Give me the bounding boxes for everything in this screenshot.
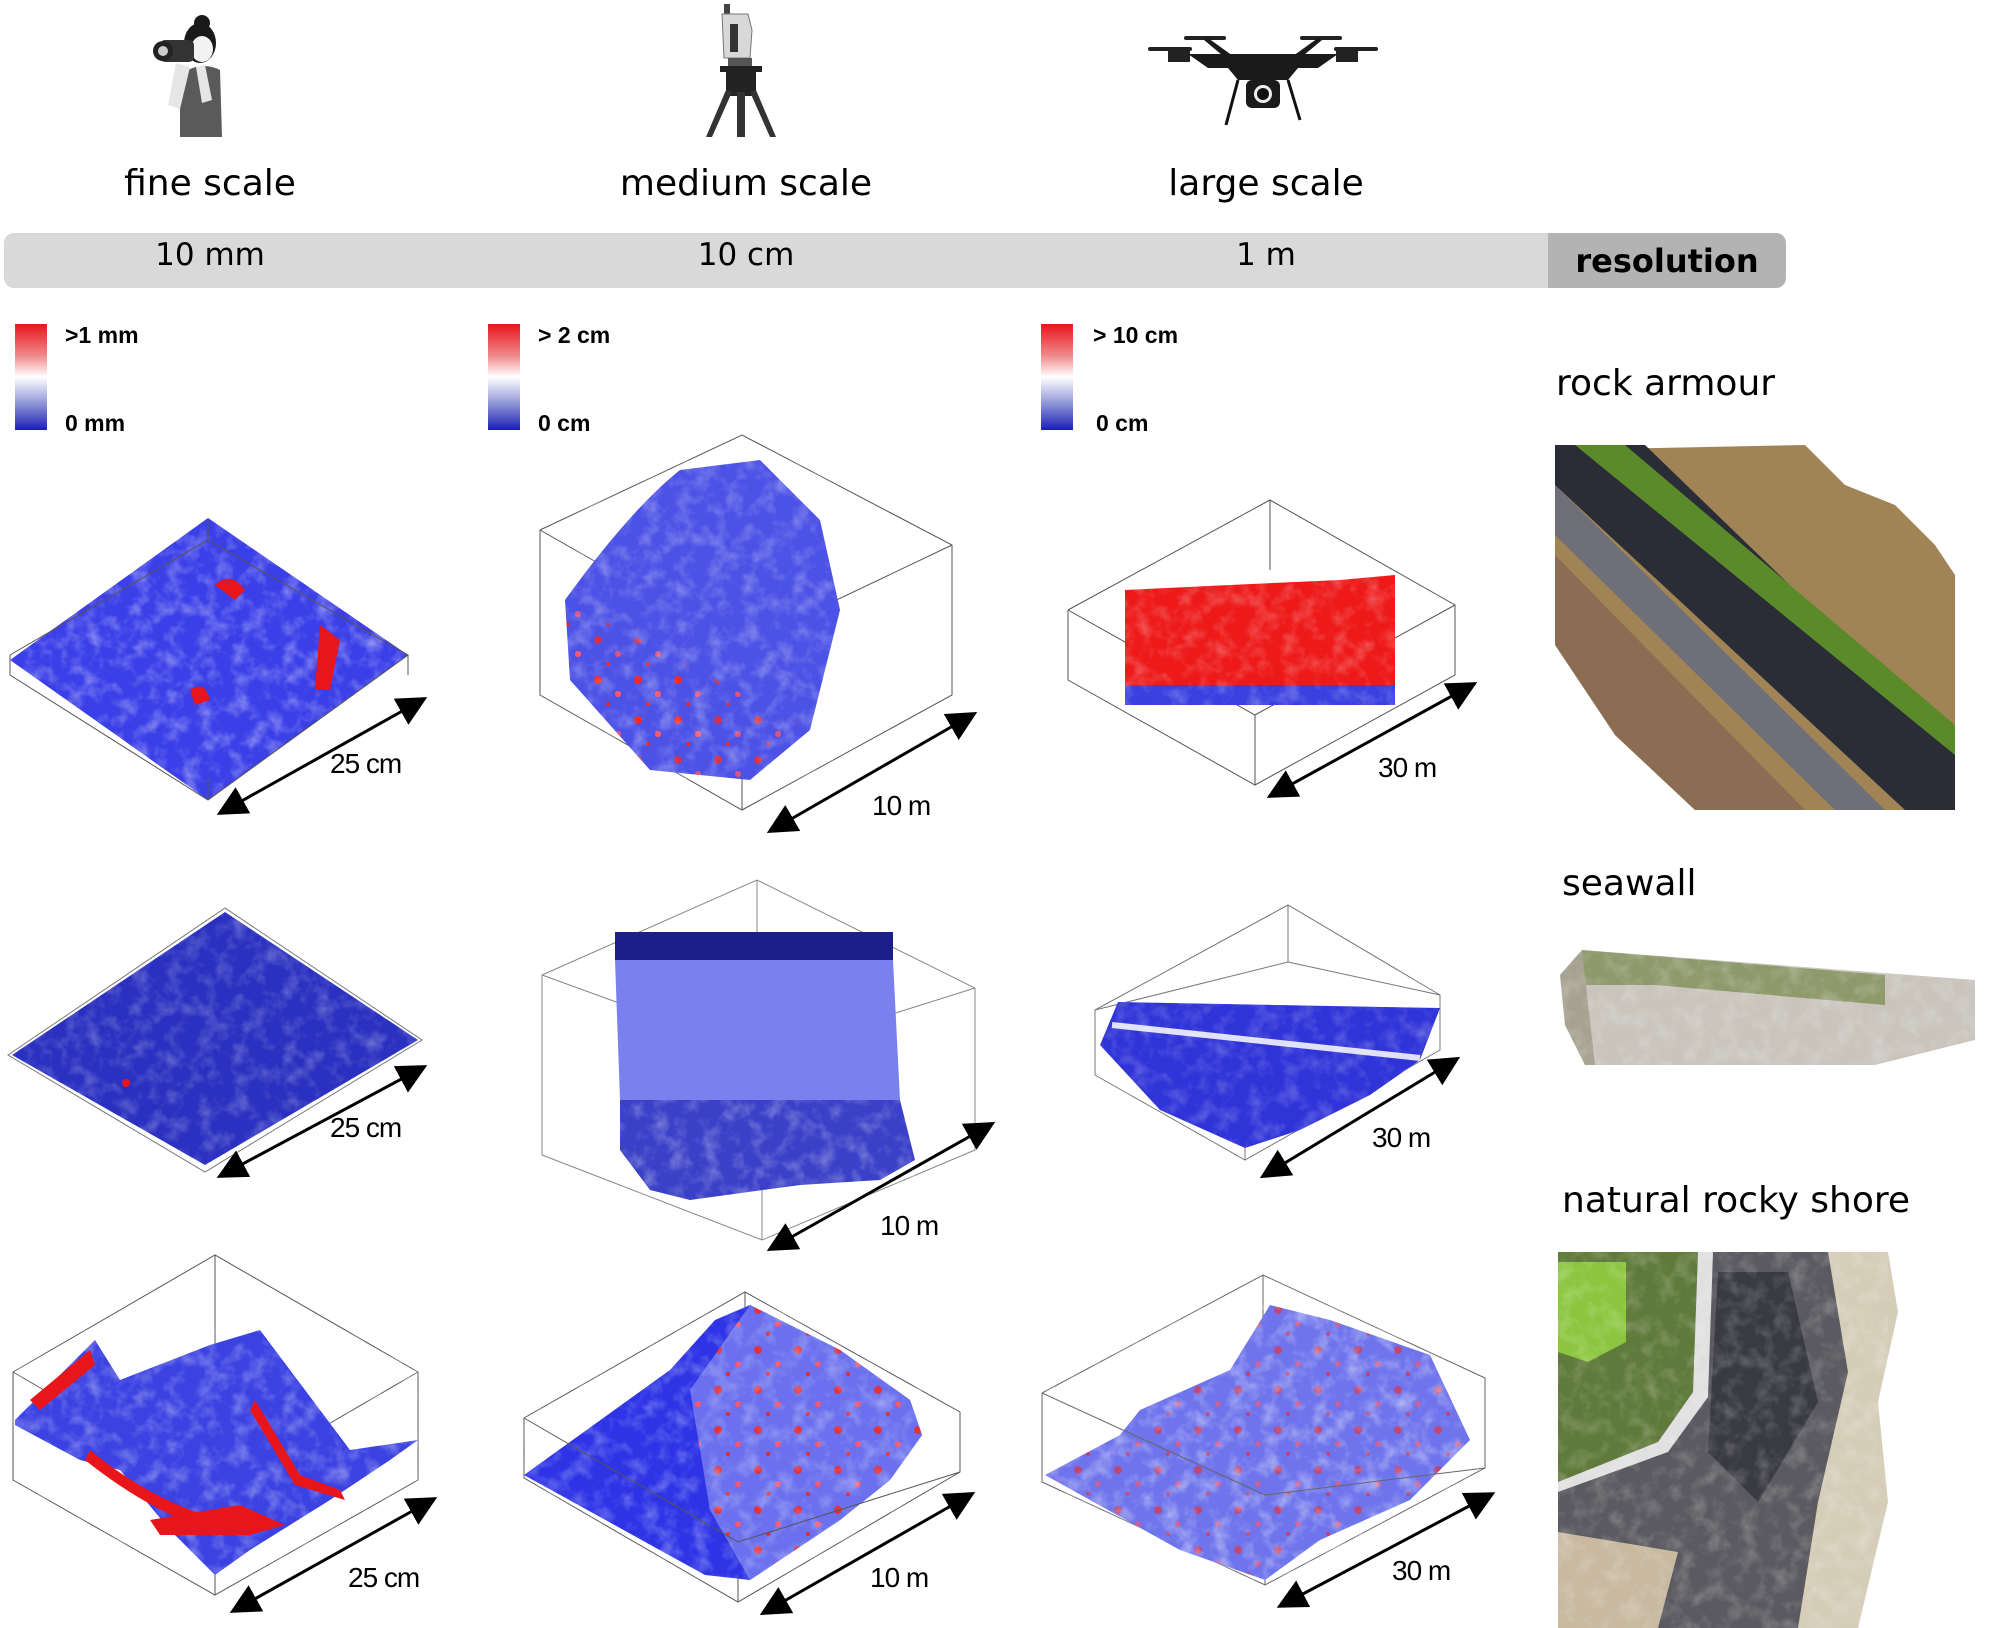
aerial-photo-seawall [1555,945,1990,1065]
site-label-rock-armour: rock armour [1556,363,1776,404]
dimension-label: 25 cm [330,1112,402,1143]
drone-icon [1148,30,1378,126]
panel-rock-armour-fine: 25 cm [0,500,460,830]
colorbar-fine [15,324,47,430]
dimension-label: 30 m [1378,752,1437,783]
dimension-label: 10 m [872,790,931,821]
dimension-label: 30 m [1392,1555,1451,1586]
panel-seawall-large: 30 m [1050,890,1510,1180]
panel-natural-rocky-shore-fine: 25 cm [0,1250,460,1628]
resolution-medium: 10 cm [697,237,795,273]
panel-rock-armour-medium: 10 m [510,430,1000,833]
dimension-label: 25 cm [348,1562,420,1593]
colorbar-fine-max: >1 mm [65,322,139,348]
colorbar-medium [488,324,520,430]
colorbar-large-max: > 10 cm [1093,322,1179,348]
colorbar-fine-min: 0 mm [65,410,126,436]
panel-natural-rocky-shore-large: 30 m [1030,1260,1510,1628]
laser-scanner-tripod-icon [700,0,780,137]
dimension-label: 10 m [880,1210,939,1241]
panel-seawall-medium: 10 m [520,870,1000,1260]
aerial-photo-natural-rocky-shore [1558,1252,1938,1628]
scale-title-medium: medium scale [619,163,873,204]
panel-seawall-fine: 25 cm [0,900,460,1178]
colorbar-large [1041,324,1073,430]
dimension-label: 10 m [870,1562,929,1593]
scale-title-large: large scale [1168,163,1364,204]
resolution-label: resolution [1548,233,1786,288]
site-label-seawall: seawall [1562,863,1697,904]
colorbar-medium-min: 0 cm [538,410,591,436]
panel-natural-rocky-shore-medium: 10 m [510,1260,1010,1628]
dimension-label: 25 cm [330,748,402,779]
panel-rock-armour-large: 30 m [1050,490,1510,810]
site-label-natural-rocky-shore: natural rocky shore [1562,1180,1911,1221]
photographer-icon [150,5,250,137]
colorbar-medium-max: > 2 cm [538,322,611,348]
scale-title-fine: fine scale [124,163,296,204]
aerial-photo-rock-armour [1555,445,1955,810]
resolution-fine: 10 mm [155,237,265,273]
resolution-bar [4,233,1786,288]
colorbar-large-min: 0 cm [1096,410,1149,436]
dimension-label: 30 m [1372,1122,1431,1153]
resolution-large: 1 m [1236,237,1296,273]
